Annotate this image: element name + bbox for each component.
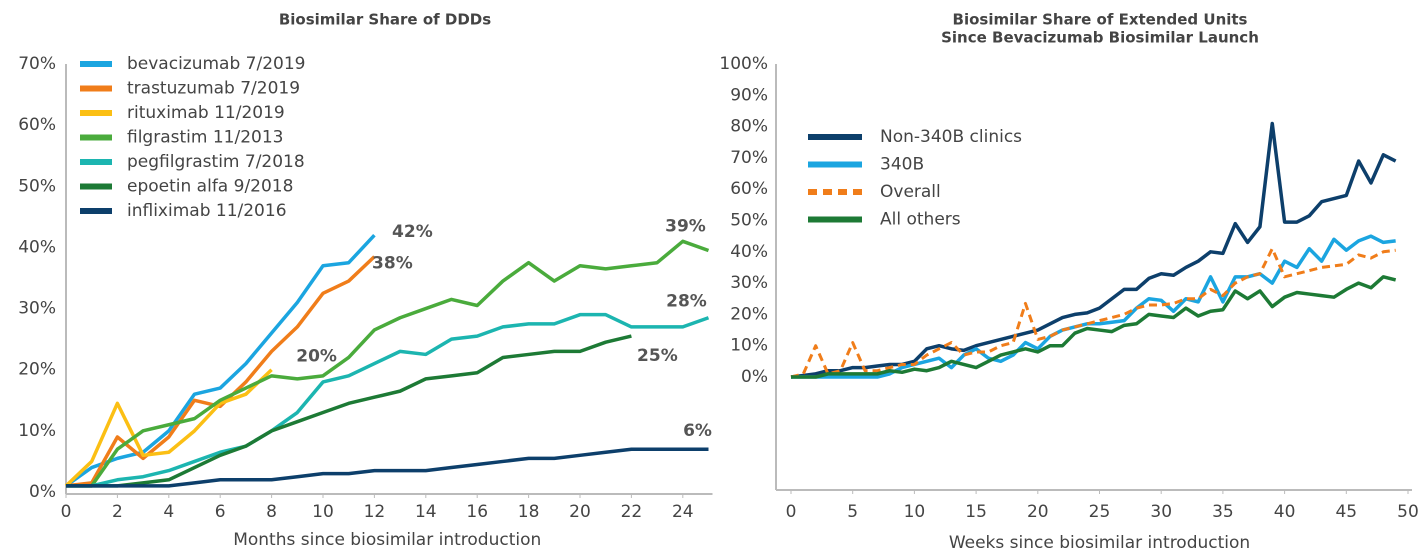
series-line (790, 121, 1397, 379)
chart-title: Biosimilar Share of Extended Units (953, 11, 1248, 29)
series-line (64, 234, 376, 488)
x-tick-label: 12 (364, 502, 386, 522)
x-tick-label: 24 (672, 502, 694, 522)
x-tick-label: 22 (621, 502, 643, 522)
legend-label: epoetin alfa 9/2018 (127, 177, 293, 197)
legend-label: All others (880, 210, 961, 230)
legend-label: bevacizumab 7/2019 (127, 54, 305, 74)
y-tick-label: 60% (18, 115, 56, 135)
y-tick-label: 70% (18, 54, 56, 74)
x-tick-label: 6 (215, 502, 226, 522)
legend-label: Non-340B clinics (880, 127, 1022, 147)
x-tick-label: 20 (1027, 502, 1049, 522)
chart-title: Since Bevacizumab Biosimilar Launch (941, 29, 1259, 47)
legend-label: Overall (880, 182, 941, 202)
x-tick-label: 20 (569, 502, 591, 522)
x-tick-label: 4 (163, 502, 174, 522)
y-tick-label: 80% (730, 117, 768, 137)
end-label: 42% (392, 222, 433, 242)
y-tick-label: 50% (18, 176, 56, 196)
x-tick-label: 0 (61, 502, 72, 522)
x-tick-label: 50 (1397, 502, 1419, 522)
x-tick-label: 8 (266, 502, 277, 522)
series-line (790, 247, 1396, 379)
y-tick-label: 70% (730, 148, 768, 168)
x-tick-label: 5 (847, 502, 858, 522)
x-tick-label: 35 (1212, 502, 1234, 522)
y-tick-label: 90% (730, 85, 768, 105)
x-axis-label: Months since biosimilar introduction (233, 530, 541, 550)
end-label: 25% (637, 346, 678, 366)
end-label: 28% (666, 292, 707, 312)
y-tick-label: 60% (730, 179, 768, 199)
y-tick-label: 20% (730, 304, 768, 324)
series-line (791, 234, 1396, 379)
series-line (66, 312, 710, 488)
x-tick-label: 30 (1150, 502, 1172, 522)
x-tick-label: 40 (1274, 502, 1296, 522)
y-tick-label: 100% (719, 54, 768, 74)
y-tick-label: 0% (29, 482, 56, 502)
end-label: 39% (665, 216, 706, 236)
x-tick-label: 14 (415, 502, 437, 522)
chart-title: Biosimilar Share of DDDs (279, 11, 491, 29)
x-tick-label: 45 (1335, 502, 1357, 522)
y-tick-label: 50% (730, 211, 768, 231)
series-line (65, 255, 376, 488)
end-label: 6% (683, 421, 712, 441)
legend-label: filgrastim 11/2013 (127, 128, 283, 148)
x-tick-label: 15 (965, 502, 987, 522)
x-tick-label: 0 (786, 502, 797, 522)
x-tick-label: 25 (1089, 502, 1111, 522)
x-tick-label: 16 (466, 502, 488, 522)
legend-label: infliximab 11/2016 (127, 201, 287, 221)
end-label: 20% (296, 347, 337, 367)
y-tick-label: 40% (18, 237, 56, 257)
y-tick-label: 40% (730, 242, 768, 262)
x-tick-label: 18 (518, 502, 540, 522)
legend-label: rituximab 11/2019 (127, 103, 285, 123)
series-line (791, 275, 1397, 379)
y-tick-label: 20% (18, 360, 56, 380)
y-tick-label: 30% (730, 273, 768, 293)
y-tick-label: 30% (18, 299, 56, 319)
x-axis-label: Weeks since biosimilar introduction (949, 533, 1250, 552)
series-line (66, 334, 632, 488)
y-tick-label: 10% (18, 421, 56, 441)
y-tick-label: 0% (741, 367, 768, 387)
x-tick-label: 2 (112, 502, 123, 522)
x-tick-label: 10 (904, 502, 926, 522)
end-label: 38% (372, 254, 413, 274)
legend-label: 340B (880, 155, 924, 175)
series-line (66, 447, 709, 488)
x-tick-label: 10 (312, 502, 334, 522)
y-tick-label: 10% (730, 336, 768, 356)
legend-label: pegfilgrastim 7/2018 (127, 152, 305, 172)
series-line (64, 368, 273, 488)
legend-label: trastuzumab 7/2019 (127, 79, 300, 99)
series-line (66, 239, 710, 488)
